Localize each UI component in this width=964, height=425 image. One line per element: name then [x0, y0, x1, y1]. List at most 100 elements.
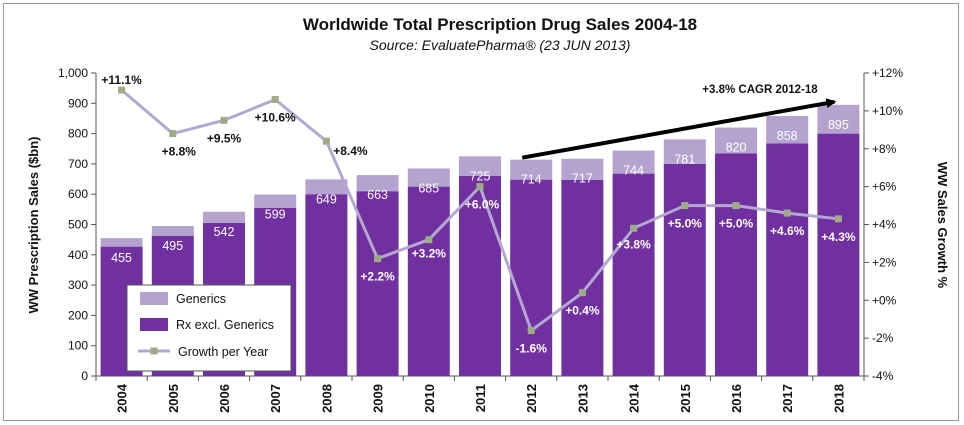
total-label-2006: 542 [214, 225, 235, 239]
y2-tick-label: +4% [872, 218, 897, 232]
total-label-2010: 685 [418, 181, 439, 195]
bar-rx-2018 [817, 133, 860, 376]
total-label-2009: 663 [367, 188, 388, 202]
growth-marker-2015 [681, 202, 689, 210]
total-label-2012: 714 [521, 173, 542, 187]
growth-label-2012: -1.6% [516, 342, 548, 356]
bar-generics-2005 [151, 226, 194, 236]
growth-label-2011: +6.0% [465, 198, 500, 212]
bar-rx-2015 [663, 163, 706, 376]
total-label-2013: 717 [572, 172, 593, 186]
growth-marker-2012 [527, 327, 535, 335]
x-tick-label: 2009 [371, 384, 386, 413]
total-label-2008: 649 [316, 192, 337, 206]
growth-marker-2004 [118, 86, 126, 94]
y-tick-label: 400 [68, 248, 88, 262]
bar-generics-2013 [561, 158, 604, 180]
growth-label-2016: +5.0% [719, 217, 754, 231]
growth-label-2005: +8.8% [162, 145, 197, 159]
growth-marker-2014 [630, 224, 638, 232]
cagr-arrow [521, 98, 837, 160]
legend-marker-growth [150, 347, 158, 355]
axes: 0 100 200 300 400 500 600 700 800 900 1,000 -4% -2% +… [58, 66, 903, 413]
y2-tick-label: +0% [872, 293, 897, 307]
bar-generics-2004 [100, 238, 143, 247]
growth-marker-2010 [425, 236, 433, 244]
growth-marker-2009 [374, 255, 382, 263]
x-tick-label: 2011 [473, 384, 488, 412]
bar-generics-2015 [663, 139, 706, 164]
bar-generics-2008 [305, 179, 348, 195]
cagr-annotation: +3.8% CAGR 2012-18 [521, 84, 837, 160]
bar-rx-2017 [766, 143, 809, 376]
bar-generics-2014 [612, 150, 655, 174]
chart-subtitle: Source: EvaluatePharma® (23 JUN 2013) [370, 37, 631, 53]
growth-marker-2005 [169, 130, 177, 138]
x-tick-label: 2015 [678, 384, 693, 413]
bar-rx-2011 [459, 176, 501, 376]
growth-label-2018: +4.3% [821, 230, 856, 244]
growth-label-2014: +3.8% [616, 237, 651, 251]
growth-label-2007: +10.6% [255, 111, 296, 125]
growth-label-2006: +9.5% [207, 131, 242, 145]
bar-rx-2014 [612, 173, 655, 376]
y-tick-label: 100 [68, 339, 88, 353]
x-tick-label: 2013 [575, 384, 590, 413]
growth-marker-2011 [476, 183, 484, 191]
y-tick-label: 200 [68, 308, 88, 322]
growth-marker-2017 [783, 209, 791, 217]
x-tick-label: 2008 [319, 384, 334, 413]
y2-tick-label: +10% [872, 104, 903, 118]
bar-generics-2016 [715, 127, 757, 154]
legend-label-generics: Generics [176, 292, 226, 306]
bar-generics-2018 [817, 104, 860, 134]
bar-generics-2007 [254, 194, 297, 208]
legend-label-growth: Growth per Year [178, 345, 268, 359]
bar-generics-2006 [203, 211, 245, 223]
growth-label-2017: +4.6% [770, 224, 805, 238]
y2-tick-label: -2% [872, 331, 894, 345]
x-tick-label: 2004 [115, 383, 130, 413]
x-tick-label: 2012 [524, 384, 539, 413]
total-label-2007: 599 [265, 208, 286, 222]
y-tick-label: 700 [68, 157, 88, 171]
x-tick-label: 2018 [831, 384, 846, 413]
bar-labels: 455 495 542 599 649 663 685 725 714 717 744 781 820 8… [111, 118, 849, 265]
y-tick-label: 1,000 [58, 66, 88, 80]
x-tick-label: 2006 [217, 384, 232, 413]
chart-frame [3, 3, 959, 421]
bar-rx-2013 [561, 179, 604, 376]
bar-rx-2009 [356, 191, 399, 376]
growth-marker-2018 [834, 215, 842, 223]
growth-label-2004: +11.1% [101, 73, 142, 87]
growth-label-2010: +3.2% [412, 247, 447, 261]
growth-label-2008: +8.4% [333, 144, 368, 158]
y2-tick-label: +12% [872, 66, 903, 80]
bar-generics-2009 [356, 175, 399, 192]
x-tick-label: 2016 [729, 384, 744, 413]
total-label-2004: 455 [111, 251, 132, 265]
growth-marker-2007 [271, 96, 279, 104]
y2-tick-label: +8% [872, 142, 897, 156]
y2-tick-label: +6% [872, 180, 897, 194]
y2-tick-label: +2% [872, 255, 897, 269]
x-tick-label: 2007 [268, 384, 283, 413]
x-tick-label: 2017 [780, 384, 795, 413]
legend-label-rx: Rx excl. Generics [176, 318, 274, 332]
legend-swatch-rx [140, 318, 168, 331]
total-label-2016: 820 [726, 141, 747, 155]
bar-generics-2010 [407, 168, 450, 187]
chart-title: Worldwide Total Prescription Drug Sales … [303, 15, 697, 34]
y-tick-label: 900 [68, 96, 88, 110]
y2-axis-label: WW Sales Growth % [935, 162, 950, 289]
legend-swatch-generics [140, 292, 168, 305]
y-tick-label: 500 [68, 218, 88, 232]
cagr-label: +3.8% CAGR 2012-18 [702, 84, 818, 96]
total-label-2015: 781 [674, 152, 695, 166]
bar-generics-2012 [510, 159, 553, 180]
bar-rx-2010 [407, 186, 450, 376]
bar-rx-2012 [510, 179, 553, 376]
total-label-2018: 895 [828, 118, 849, 132]
total-label-2017: 858 [777, 129, 798, 143]
